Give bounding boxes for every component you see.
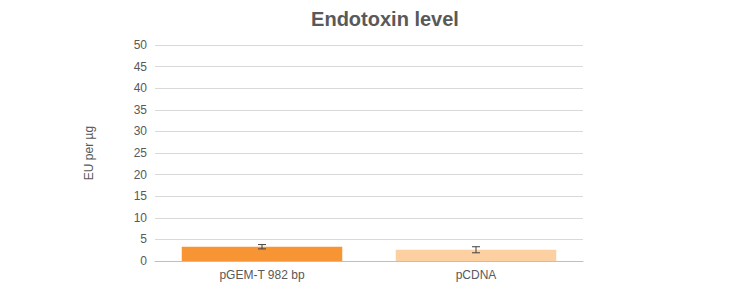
svg-text:Endotoxin level: Endotoxin level: [311, 8, 459, 30]
svg-text:20: 20: [134, 168, 148, 182]
svg-text:pGEM-T 982 bp: pGEM-T 982 bp: [219, 268, 304, 282]
svg-text:EU per µg: EU per µg: [82, 126, 96, 180]
svg-text:30: 30: [134, 124, 148, 138]
svg-text:35: 35: [134, 103, 148, 117]
svg-text:pCDNA: pCDNA: [456, 268, 497, 282]
svg-text:5: 5: [140, 232, 147, 246]
svg-text:15: 15: [134, 189, 148, 203]
svg-text:40: 40: [134, 81, 148, 95]
svg-text:25: 25: [134, 146, 148, 160]
svg-text:10: 10: [134, 211, 148, 225]
svg-text:50: 50: [134, 38, 148, 52]
svg-text:0: 0: [140, 254, 147, 268]
svg-text:45: 45: [134, 60, 148, 74]
